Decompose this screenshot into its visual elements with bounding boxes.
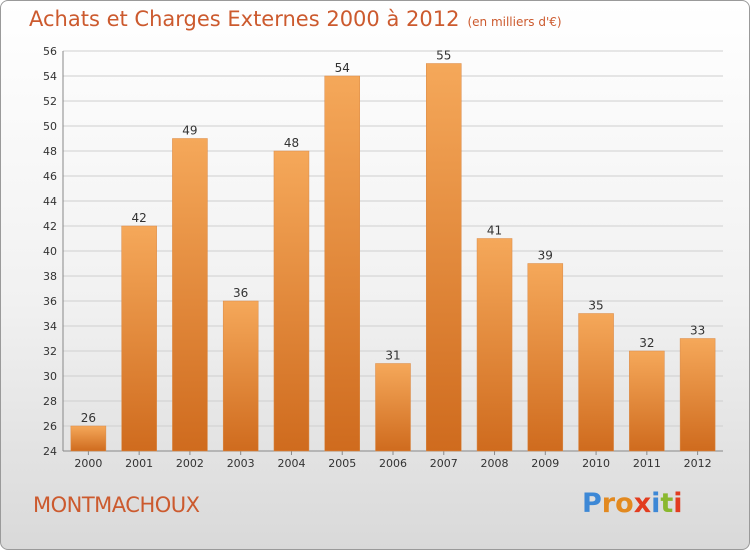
x-tick-label-2012: 2012: [684, 457, 712, 470]
logo-letter: t: [660, 488, 674, 519]
bar-2006: [375, 363, 411, 452]
logo-letter: o: [615, 488, 634, 519]
data-label-2001: 42: [132, 211, 147, 225]
y-tick-label: 24: [43, 445, 57, 458]
data-label-2008: 41: [487, 224, 502, 238]
y-tick-label: 48: [43, 145, 57, 158]
x-tick-label-2002: 2002: [176, 457, 204, 470]
y-tick-label: 36: [43, 295, 57, 308]
x-tick-label-2007: 2007: [430, 457, 458, 470]
x-tick-label-2003: 2003: [227, 457, 255, 470]
x-tick-label-2000: 2000: [74, 457, 102, 470]
bar-2012: [679, 338, 716, 452]
chart-title: Achats et Charges Externes 2000 à 2012 (e…: [29, 7, 562, 31]
data-label-2000: 26: [81, 411, 96, 425]
x-tick-label-2001: 2001: [125, 457, 153, 470]
bar-2000: [70, 425, 107, 452]
data-label-2006: 31: [385, 349, 400, 363]
logo-letter: i: [673, 488, 683, 519]
bars: [70, 63, 716, 452]
logo-letter: x: [633, 488, 652, 519]
commune-name: MONTMACHOUX: [33, 493, 200, 517]
bar-2009: [527, 263, 564, 452]
x-tick-label-2006: 2006: [379, 457, 407, 470]
data-label-2010: 35: [588, 299, 603, 313]
bar-2008: [476, 238, 513, 452]
y-tick-label: 40: [43, 245, 57, 258]
y-tick-label: 30: [43, 370, 57, 383]
data-label-2003: 36: [233, 286, 248, 300]
data-label-2004: 48: [284, 136, 299, 150]
bar-2003: [222, 300, 259, 452]
proxiti-logo: Proxiti: [582, 488, 683, 519]
data-label-2007: 55: [436, 49, 451, 63]
bar-2004: [273, 150, 310, 452]
bar-2011: [629, 350, 665, 452]
data-label-2002: 49: [182, 124, 197, 138]
y-tick-label: 42: [43, 220, 57, 233]
title-text: Achats et Charges Externes 2000 à 2012: [29, 7, 460, 31]
x-tick-label-2009: 2009: [531, 457, 559, 470]
y-tick-label: 26: [43, 420, 57, 433]
y-tick-label: 38: [43, 270, 57, 283]
logo-letter: r: [601, 488, 616, 519]
y-tick-label: 50: [43, 120, 57, 133]
bar-2002: [172, 138, 208, 452]
x-tick-label-2011: 2011: [633, 457, 661, 470]
logo-letter: i: [651, 488, 661, 519]
y-tick-label: 28: [43, 395, 57, 408]
y-tick-label: 54: [43, 70, 57, 83]
y-tick-label: 56: [43, 45, 57, 58]
data-label-2011: 32: [639, 336, 654, 350]
x-tick-label-2008: 2008: [481, 457, 509, 470]
data-label-2012: 33: [690, 324, 705, 338]
y-tick-label: 32: [43, 345, 57, 358]
title-unit: (en milliers d'€): [467, 15, 562, 29]
y-tick-label: 34: [43, 320, 57, 333]
y-tick-label: 46: [43, 170, 57, 183]
logo-letter: P: [582, 488, 602, 519]
y-tick-label: 52: [43, 95, 57, 108]
x-tick-label-2005: 2005: [328, 457, 356, 470]
data-label-2009: 39: [538, 249, 553, 263]
bar-2001: [121, 225, 157, 452]
x-tick-label-2004: 2004: [277, 457, 305, 470]
axes: 24 26 28 30 32 34 36 38 40 42 44 46 48 50 52 54 56 2000 20…: [43, 45, 723, 470]
x-tick-label-2010: 2010: [582, 457, 610, 470]
data-label-2005: 54: [335, 61, 350, 75]
y-tick-label: 44: [43, 195, 57, 208]
bar-2010: [578, 313, 614, 452]
bar-2005: [324, 75, 360, 452]
bar-2007: [426, 63, 462, 452]
labels: 26 42 49 36 48 54 31 55 41 39 35 32 33: [81, 49, 706, 426]
